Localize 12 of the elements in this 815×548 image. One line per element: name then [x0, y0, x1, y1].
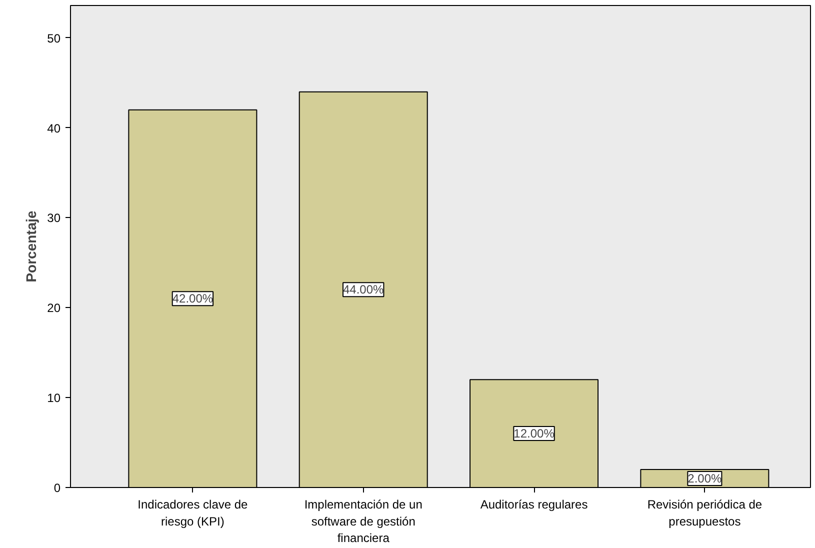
- data-label: 12.00%: [514, 426, 555, 441]
- y-tick-label: 10: [47, 391, 61, 406]
- x-tick-label: Auditorías regulares: [480, 498, 588, 512]
- y-tick-label: 20: [47, 301, 61, 316]
- x-tick-label: Implementación de un software de gestión financiera: [304, 498, 422, 546]
- y-tick-label: 0: [54, 481, 61, 495]
- x-tick-label: Revisión periódica de presupuestos: [647, 498, 762, 528]
- y-tick-label: 30: [47, 211, 61, 226]
- y-axis-title: Porcentaje: [23, 210, 40, 282]
- y-tick-label: 50: [47, 31, 61, 46]
- y-tick-label: 40: [47, 121, 61, 136]
- x-tick-label: Indicadores clave de riesgo (KPI): [138, 498, 248, 528]
